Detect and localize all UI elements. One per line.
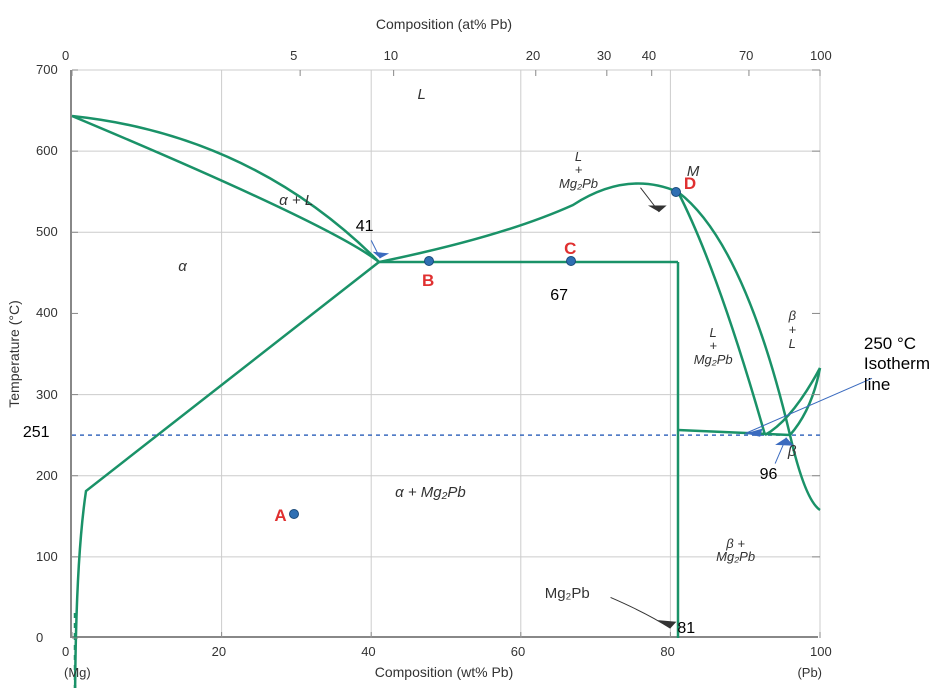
region-label: β	[788, 443, 797, 460]
xtick-bottom: 20	[212, 644, 226, 659]
xtick-bottom: 0	[62, 644, 69, 659]
ytick: 400	[36, 305, 62, 320]
marker-letter-c: C	[564, 239, 576, 259]
ytick: 0	[36, 630, 62, 645]
ytick: 600	[36, 143, 62, 158]
xtick-top: 70	[739, 48, 753, 63]
value-label: 67	[550, 287, 568, 305]
xtick-bottom: 40	[361, 644, 375, 659]
corner-left-label: (Mg)	[64, 665, 91, 680]
phase-diagram-chart: Composition (at% Pb) Composition (wt% Pb…	[70, 70, 818, 638]
region-label: L + Mg₂Pb	[694, 326, 733, 367]
region-label: L + Mg₂Pb	[559, 150, 598, 191]
region-label: L	[418, 86, 426, 103]
region-label: Mg₂Pb	[545, 585, 590, 602]
ytick: 700	[36, 62, 62, 77]
marker-letter-d: D	[684, 174, 696, 194]
corner-right-label: (Pb)	[797, 665, 822, 680]
marker-point-d	[671, 187, 681, 197]
region-label: β + L	[789, 309, 797, 350]
xtick-bottom: 100	[810, 644, 832, 659]
value-label: 81	[677, 620, 695, 638]
xtick-top: 40	[642, 48, 656, 63]
xtick-top: 30	[597, 48, 611, 63]
xtick-top: 0	[62, 48, 69, 63]
isotherm-side-label: 250 °C Isotherm line	[864, 334, 930, 395]
xtick-top: 100	[810, 48, 832, 63]
xtick-top: 20	[526, 48, 540, 63]
ytick: 100	[36, 549, 62, 564]
value-label: 96	[760, 466, 778, 484]
xtick-top: 5	[290, 48, 297, 63]
region-label: β + Mg₂Pb	[716, 537, 755, 564]
xtick-bottom: 60	[511, 644, 525, 659]
x-axis-bottom-title: Composition (wt% Pb)	[375, 664, 514, 680]
marker-letter-a: A	[274, 506, 286, 526]
region-label: α + Mg₂Pb	[395, 484, 466, 501]
marker-letter-b: B	[422, 271, 434, 291]
value-label: 251	[23, 424, 50, 442]
xtick-top: 10	[384, 48, 398, 63]
isotherm-text: 250 °C Isotherm line	[864, 334, 930, 394]
region-label: α + L	[279, 192, 313, 209]
ytick: 500	[36, 224, 62, 239]
marker-point-a	[289, 509, 299, 519]
region-label: α	[178, 258, 187, 275]
x-axis-top-title: Composition (at% Pb)	[376, 16, 512, 32]
y-axis-title: Temperature (°C)	[6, 300, 22, 408]
value-label: 41	[356, 218, 374, 236]
xtick-bottom: 80	[660, 644, 674, 659]
marker-point-b	[424, 256, 434, 266]
ytick: 300	[36, 387, 62, 402]
ytick: 200	[36, 468, 62, 483]
